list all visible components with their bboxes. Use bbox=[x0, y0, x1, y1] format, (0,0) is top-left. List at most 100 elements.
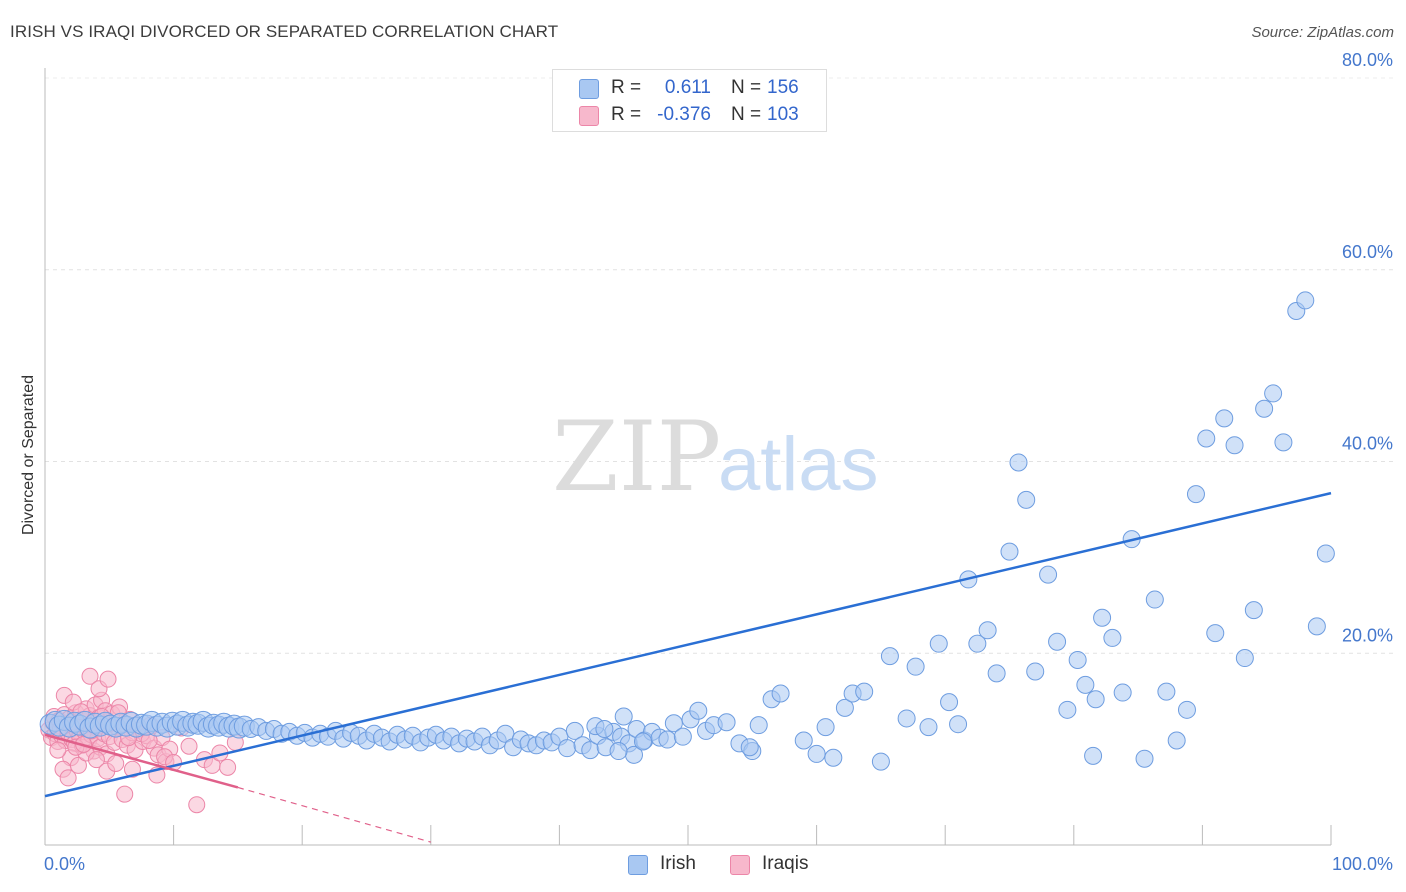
irish-point bbox=[871, 752, 890, 771]
irish-point bbox=[1197, 429, 1216, 448]
irish-point bbox=[919, 718, 938, 737]
iraqi-point bbox=[123, 760, 141, 778]
iraqi-point bbox=[49, 741, 67, 759]
y-tick-label: 80.0% bbox=[1342, 50, 1393, 70]
iraqi-point bbox=[188, 796, 206, 814]
irish-point bbox=[1103, 628, 1122, 647]
x-tick-label: 100.0% bbox=[1332, 854, 1393, 874]
iraqi-point bbox=[87, 751, 105, 769]
irish-point bbox=[1225, 436, 1244, 455]
irish-point bbox=[1316, 544, 1335, 563]
irish-point bbox=[978, 621, 997, 640]
y-tick-label: 20.0% bbox=[1342, 625, 1393, 645]
irish-point bbox=[1235, 649, 1254, 668]
legend-n-label: N = bbox=[731, 77, 762, 98]
legend-n-value: 156 bbox=[767, 77, 799, 98]
irish-point bbox=[1076, 675, 1095, 694]
iraqi-point bbox=[81, 667, 99, 685]
iraqi-trend-line bbox=[44, 733, 239, 789]
iraqi-point bbox=[219, 758, 237, 776]
irish-point bbox=[855, 682, 874, 701]
irish-point bbox=[1145, 590, 1164, 609]
iraqi-point bbox=[107, 755, 125, 773]
watermark-atlas: atlas bbox=[718, 422, 879, 507]
irish-point bbox=[1058, 700, 1077, 719]
irish-point bbox=[835, 698, 854, 717]
y-tick-label: 60.0% bbox=[1342, 242, 1393, 262]
legend-r-value: 0.611 bbox=[664, 77, 711, 98]
irish-point bbox=[987, 664, 1006, 683]
irish-point bbox=[1068, 650, 1087, 669]
legend-swatch-irish bbox=[579, 79, 599, 99]
legend-swatch-iraqis bbox=[579, 106, 599, 126]
irish-point bbox=[1000, 542, 1019, 561]
irish-point bbox=[717, 713, 736, 732]
irish-point bbox=[1093, 608, 1112, 627]
legend-r-label: R = bbox=[611, 77, 642, 98]
legend-r-value: -0.376 bbox=[657, 104, 711, 125]
irish-point bbox=[1017, 490, 1036, 509]
irish-point bbox=[1264, 384, 1283, 403]
irish-point bbox=[1307, 617, 1326, 636]
irish-point bbox=[1244, 601, 1263, 620]
bottom-legend-swatch-irish bbox=[628, 855, 648, 875]
irish-point bbox=[633, 732, 652, 751]
irish-point bbox=[1177, 700, 1196, 719]
bottom-legend-swatch-iraqis bbox=[730, 855, 750, 875]
irish-point bbox=[1296, 291, 1315, 310]
trend-lines bbox=[44, 491, 1332, 843]
irish-point bbox=[565, 721, 584, 740]
tick-labels: 20.0% 40.0% 60.0% 80.0% 0.0% 100.0% bbox=[44, 50, 1393, 874]
iraqi-point bbox=[180, 737, 198, 755]
x-tick-label: 0.0% bbox=[44, 854, 85, 874]
irish-point bbox=[1274, 433, 1293, 452]
y-axis-label: Divorced or Separated bbox=[20, 375, 37, 535]
watermark-zip: ZIP bbox=[552, 401, 721, 513]
grid-lines bbox=[45, 77, 1393, 654]
bottom-legend-label-irish: Irish bbox=[660, 853, 696, 874]
irish-point bbox=[816, 718, 835, 737]
irish-point bbox=[824, 748, 843, 767]
iraqi-point bbox=[59, 769, 77, 787]
irish-point bbox=[558, 739, 577, 758]
irish-point bbox=[1255, 399, 1274, 418]
irish-point bbox=[880, 647, 899, 666]
irish-point bbox=[689, 701, 708, 720]
irish-point bbox=[968, 634, 987, 653]
irish-point bbox=[1009, 453, 1028, 472]
irish-point bbox=[771, 684, 790, 703]
legend-n-value: 103 bbox=[767, 104, 799, 125]
irish-trend-line bbox=[44, 491, 1332, 798]
watermark: ZIP atlas bbox=[552, 401, 879, 513]
irish-point bbox=[906, 657, 925, 676]
bottom-legend-label-iraqis: Iraqis bbox=[762, 853, 809, 874]
irish-point bbox=[658, 730, 677, 749]
legend-row-iraqis: R = -0.376 N = 103 bbox=[553, 102, 826, 128]
irish-point bbox=[1206, 624, 1225, 643]
irish-point bbox=[1084, 746, 1103, 765]
irish-point bbox=[609, 742, 628, 761]
legend-row-irish: R = 0.611 N = 156 bbox=[553, 75, 826, 101]
legend-r-label: R = bbox=[611, 104, 642, 125]
irish-point bbox=[614, 707, 633, 726]
irish-point bbox=[1086, 690, 1105, 709]
irish-point bbox=[1135, 749, 1154, 768]
irish-point bbox=[749, 716, 768, 735]
y-tick-label: 40.0% bbox=[1342, 434, 1393, 454]
chart-title: IRISH VS IRAQI DIVORCED OR SEPARATED COR… bbox=[10, 22, 559, 41]
source-label: Source: ZipAtlas.com bbox=[1251, 24, 1394, 41]
irish-point bbox=[673, 727, 692, 746]
irish-point bbox=[1026, 662, 1045, 681]
irish-point bbox=[897, 709, 916, 728]
irish-point bbox=[1048, 632, 1067, 651]
bottom-legend: Irish Iraqis bbox=[0, 853, 1406, 879]
irish-point bbox=[1186, 485, 1205, 504]
irish-point bbox=[794, 731, 813, 750]
irish-point bbox=[664, 714, 683, 733]
irish-point bbox=[1157, 682, 1176, 701]
iraqi-point bbox=[116, 785, 134, 803]
irish-point bbox=[949, 715, 968, 734]
iraqi-trend-extension bbox=[237, 786, 431, 843]
legend-n-label: N = bbox=[731, 104, 762, 125]
